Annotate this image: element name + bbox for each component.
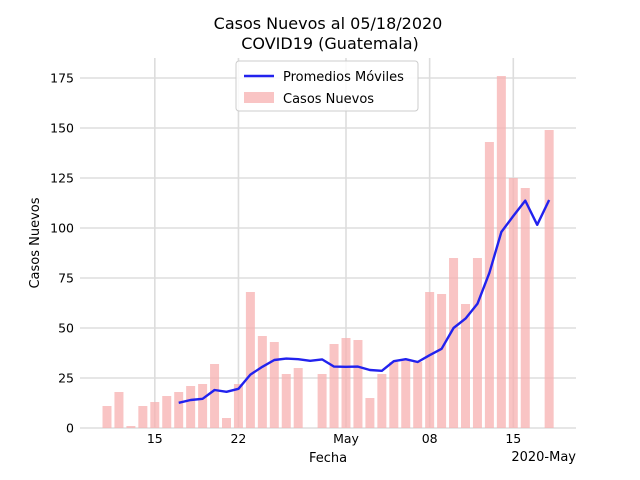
chart-title-line-1: Casos Nuevos al 05/18/2020: [214, 14, 443, 33]
legend: Promedios Móviles Casos Nuevos: [235, 60, 419, 112]
legend-label-bars: Casos Nuevos: [283, 92, 374, 107]
chart-title: Casos Nuevos al 05/18/2020 COVID19 (Guat…: [214, 14, 443, 53]
x-tick-label: 15: [147, 431, 163, 446]
bar: [293, 368, 303, 428]
bar: [174, 392, 184, 428]
x-axis-ticks: 15 22 May 08 15: [147, 431, 521, 446]
x-tick-label: May: [333, 431, 359, 446]
bar: [114, 392, 124, 428]
bar: [317, 374, 327, 428]
bar: [437, 294, 447, 428]
y-axis-label: Casos Nuevos: [28, 197, 43, 288]
bar: [281, 374, 291, 428]
bar: [365, 398, 375, 428]
y-axis-ticks: 0 25 50 75 100 125 150 175: [50, 71, 74, 436]
bar: [508, 178, 518, 428]
bar: [102, 406, 112, 428]
bar: [341, 338, 351, 428]
bar: [484, 142, 494, 428]
bar: [150, 402, 160, 428]
y-tick-label: 50: [58, 321, 74, 336]
bar: [162, 396, 172, 428]
bar: [544, 130, 554, 428]
bar: [449, 258, 459, 428]
y-tick-label: 100: [50, 221, 74, 236]
bar: [389, 362, 399, 428]
moving-average-series: [178, 199, 551, 404]
bar: [401, 360, 411, 428]
x-tick-label: 08: [422, 431, 438, 446]
bar: [210, 364, 220, 428]
bar: [425, 292, 435, 428]
legend-bar-swatch: [244, 92, 274, 103]
y-tick-label: 75: [58, 271, 74, 286]
y-tick-label: 150: [50, 121, 74, 136]
bar: [198, 384, 208, 428]
y-tick-label: 0: [66, 421, 74, 436]
x-axis-offset-label: 2020-May: [511, 450, 576, 465]
bar: [245, 292, 255, 428]
bar: [496, 76, 506, 428]
bar: [138, 406, 148, 428]
legend-label-line: Promedios Móviles: [283, 70, 404, 85]
bar: [472, 258, 482, 428]
bar: [269, 342, 279, 428]
bar: [186, 386, 196, 428]
bar: [461, 304, 470, 428]
bar: [126, 426, 136, 428]
x-axis-label: Fecha: [309, 451, 347, 466]
x-tick-label: 15: [505, 431, 521, 446]
bar-series: [102, 76, 554, 428]
moving-average-line: [178, 199, 551, 404]
bar: [233, 384, 243, 428]
y-tick-label: 125: [50, 171, 74, 186]
bar: [413, 362, 423, 428]
bar: [377, 374, 387, 428]
x-tick-label: 22: [230, 431, 246, 446]
bar: [257, 336, 267, 428]
bar: [329, 344, 339, 428]
y-tick-label: 175: [50, 71, 74, 86]
legend-box: [235, 60, 419, 112]
bar: [520, 188, 530, 428]
y-tick-label: 25: [58, 371, 74, 386]
bar: [353, 340, 363, 428]
bar: [222, 418, 231, 428]
chart-title-line-2: COVID19 (Guatemala): [241, 34, 419, 53]
